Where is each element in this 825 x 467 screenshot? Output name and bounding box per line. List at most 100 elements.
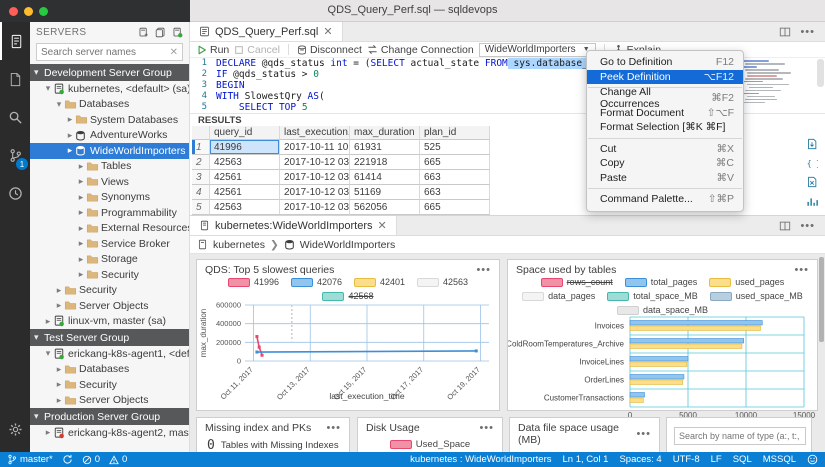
tree-item-programmability[interactable]: ▸ Programmability: [30, 205, 189, 221]
grid-cell[interactable]: 51169: [350, 185, 420, 200]
row-number-cell[interactable]: 3: [192, 170, 210, 185]
settings-gear-icon[interactable]: [0, 410, 30, 448]
source-control-view-icon[interactable]: 1: [0, 136, 30, 174]
grid-cell[interactable]: 525: [420, 140, 490, 155]
split-editor-icon[interactable]: [779, 26, 791, 38]
minimize-window-icon[interactable]: [24, 7, 33, 16]
menu-item-go-to-definition[interactable]: Go to Definition F12: [587, 55, 743, 70]
card-menu-icon[interactable]: •••: [326, 422, 341, 434]
language-flavor[interactable]: MSSQL: [762, 454, 796, 465]
more-actions-icon[interactable]: •••: [800, 25, 815, 38]
grid-cell[interactable]: 42561: [210, 185, 280, 200]
grid-cell[interactable]: 665: [420, 200, 490, 215]
tree-item-external-resources[interactable]: ▸ External Resources: [30, 221, 189, 237]
servers-view-icon[interactable]: [0, 22, 30, 60]
tab-qds-query-perf[interactable]: QDS_Query_Perf.sql ✕: [190, 22, 343, 41]
tree-item-erickang-k8s-agent1-default-sa[interactable]: ▾ erickang-k8s-agent1, <default> (sa): [30, 346, 189, 362]
tree-item-databases[interactable]: ▸ Databases: [30, 362, 189, 378]
grid-corner-cell[interactable]: [192, 126, 210, 140]
menu-item-cut[interactable]: Cut ⌘X: [587, 142, 743, 157]
disconnect-button[interactable]: Disconnect: [297, 44, 362, 56]
tree-item-security[interactable]: ▸ Security: [30, 377, 189, 393]
menu-item-paste[interactable]: Paste ⌘V: [587, 171, 743, 186]
change-connection-button[interactable]: Change Connection: [367, 44, 474, 56]
server-search-input[interactable]: [41, 46, 170, 58]
grid-cell[interactable]: 221918: [350, 155, 420, 170]
tree-item-storage[interactable]: ▸ Storage: [30, 252, 189, 268]
tree-item-tables[interactable]: ▸ Tables: [30, 159, 189, 175]
split-panel-icon[interactable]: [779, 220, 791, 232]
code-line[interactable]: 3 BEGIN: [190, 80, 825, 91]
git-branch-status[interactable]: master*: [7, 454, 53, 465]
tree-item-linux-vm-master-sa[interactable]: ▸ linux-vm, master (sa): [30, 314, 189, 330]
server-group-header[interactable]: ▾ Development Server Group: [30, 64, 189, 81]
card-menu-icon[interactable]: •••: [479, 422, 494, 434]
grid-cell[interactable]: 665: [420, 155, 490, 170]
legend-item[interactable]: total_space_MB: [607, 291, 698, 301]
legend-item[interactable]: used_pages: [709, 277, 784, 287]
indentation-status[interactable]: Spaces: 4: [619, 454, 662, 465]
menu-item-format-selection-k-f[interactable]: Format Selection [⌘K ⌘F]: [587, 120, 743, 135]
connection-status[interactable]: kubernetes : WideWorldImporters: [410, 454, 552, 465]
eol-status[interactable]: LF: [710, 454, 722, 465]
menu-item-format-document[interactable]: Format Document ⇧⌥F: [587, 106, 743, 121]
tree-item-security[interactable]: ▸ Security: [30, 283, 189, 299]
tree-item-views[interactable]: ▸ Views: [30, 174, 189, 190]
code-line[interactable]: 5 SELECT TOP 5: [190, 102, 825, 113]
grid-cell[interactable]: 42563: [210, 155, 280, 170]
grid-cell[interactable]: 61414: [350, 170, 420, 185]
legend-item[interactable]: 42568: [322, 291, 374, 301]
card-menu-icon[interactable]: •••: [636, 428, 651, 440]
code-line[interactable]: 4 WITH SlowestQry AS(: [190, 91, 825, 102]
grid-column-header[interactable]: query_id: [210, 126, 280, 140]
tree-item-service-broker[interactable]: ▸ Service Broker: [30, 236, 189, 252]
cursor-position[interactable]: Ln 1, Col 1: [562, 454, 609, 465]
run-button[interactable]: Run: [197, 44, 229, 56]
grid-column-header[interactable]: plan_id: [420, 126, 490, 140]
row-number-cell[interactable]: 1: [192, 140, 210, 155]
grid-cell[interactable]: 2017-10-11 10:...: [280, 140, 350, 155]
feedback-smiley-icon[interactable]: [807, 454, 818, 465]
encoding-status[interactable]: UTF-8: [672, 454, 700, 465]
explorer-view-icon[interactable]: [0, 60, 30, 98]
grid-cell[interactable]: 2017-10-12 03...: [280, 185, 350, 200]
grid-column-header[interactable]: max_duration: [350, 126, 420, 140]
tree-item-databases[interactable]: ▾ Databases: [30, 97, 189, 113]
close-window-icon[interactable]: [9, 7, 18, 16]
grid-cell[interactable]: 42563: [210, 200, 280, 215]
breadcrumb-database[interactable]: WideWorldImporters: [299, 238, 396, 251]
row-number-cell[interactable]: 4: [192, 185, 210, 200]
legend-item[interactable]: total_pages: [624, 277, 697, 287]
task-history-view-icon[interactable]: [0, 174, 30, 212]
row-number-cell[interactable]: 5: [192, 200, 210, 215]
tree-item-adventureworks[interactable]: ▸ AdventureWorks: [30, 128, 189, 144]
grid-cell[interactable]: 663: [420, 185, 490, 200]
legend-item[interactable]: 42563: [417, 277, 468, 287]
menu-item-peek-definition[interactable]: Peek Definition ⌥F12: [587, 69, 743, 84]
legend-item[interactable]: used_space_MB: [709, 291, 803, 301]
row-number-cell[interactable]: 2: [192, 155, 210, 170]
error-count[interactable]: 0: [82, 454, 100, 465]
legend-item[interactable]: 42076: [290, 277, 342, 287]
language-mode[interactable]: SQL: [732, 454, 752, 465]
new-connection-icon[interactable]: [138, 27, 149, 38]
close-panel-tab-icon[interactable]: ✕: [377, 220, 387, 232]
panel-more-actions-icon[interactable]: •••: [800, 219, 815, 232]
sync-status[interactable]: [62, 454, 73, 465]
tree-item-kubernetes-default-sa[interactable]: ▾ kubernetes, <default> (sa): [30, 81, 189, 97]
grid-cell[interactable]: 562056: [350, 200, 420, 215]
grid-cell[interactable]: 41996: [210, 140, 280, 155]
grid-cell[interactable]: 2017-10-12 03...: [280, 200, 350, 215]
code-line[interactable]: 2 IF @qds_status > 0: [190, 69, 825, 80]
menu-item-copy[interactable]: Copy ⌘C: [587, 156, 743, 171]
grid-column-header[interactable]: last_execution...: [280, 126, 350, 140]
grid-cell[interactable]: 61931: [350, 140, 420, 155]
new-server-group-icon[interactable]: [155, 27, 166, 38]
warning-count[interactable]: 0: [109, 454, 127, 465]
legend-item[interactable]: Used_Space: [389, 439, 470, 450]
legend-item[interactable]: rows_count: [540, 277, 613, 287]
search-view-icon[interactable]: [0, 98, 30, 136]
legend-item[interactable]: data_pages: [522, 291, 595, 301]
clear-search-icon[interactable]: ✕: [169, 46, 178, 58]
grid-cell[interactable]: 2017-10-12 03...: [280, 170, 350, 185]
